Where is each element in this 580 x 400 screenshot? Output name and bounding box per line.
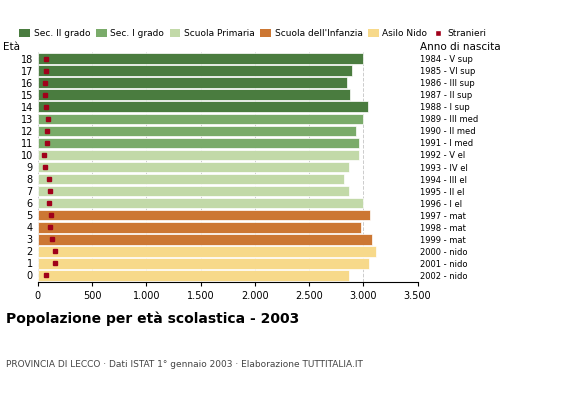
Text: Età: Età: [3, 42, 20, 52]
Bar: [38, 65, 353, 76]
Bar: [38, 102, 368, 112]
Bar: [38, 246, 376, 256]
Bar: [38, 138, 359, 148]
Bar: [38, 174, 344, 184]
Bar: [38, 150, 359, 160]
Bar: [38, 210, 370, 220]
Bar: [38, 90, 350, 100]
Text: Anno di nascita: Anno di nascita: [420, 42, 501, 52]
Bar: [38, 258, 369, 269]
Bar: [38, 114, 363, 124]
Legend: Sec. II grado, Sec. I grado, Scuola Primaria, Scuola dell'Infanzia, Asilo Nido, : Sec. II grado, Sec. I grado, Scuola Prim…: [19, 29, 486, 38]
Bar: [38, 53, 363, 64]
Text: PROVINCIA DI LECCO · Dati ISTAT 1° gennaio 2003 · Elaborazione TUTTITALIA.IT: PROVINCIA DI LECCO · Dati ISTAT 1° genna…: [6, 360, 362, 369]
Bar: [38, 186, 349, 196]
Bar: [38, 162, 349, 172]
Bar: [38, 198, 363, 208]
Bar: [38, 78, 347, 88]
Bar: [38, 234, 372, 244]
Text: Popolazione per età scolastica - 2003: Popolazione per età scolastica - 2003: [6, 312, 299, 326]
Bar: [38, 222, 361, 232]
Bar: [38, 126, 356, 136]
Bar: [38, 270, 349, 281]
